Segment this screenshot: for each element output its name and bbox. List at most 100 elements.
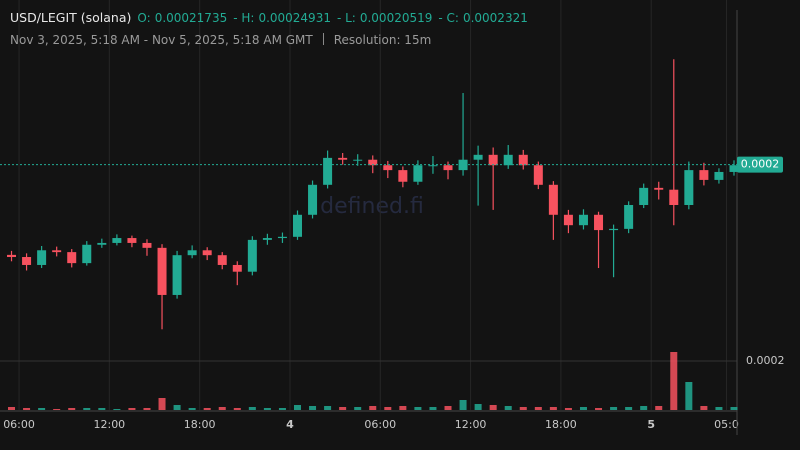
summary-label: - H: — [233, 11, 255, 25]
volume-bar — [564, 408, 572, 410]
separator — [322, 33, 324, 45]
candle-body — [217, 255, 227, 265]
candle-body — [22, 257, 32, 265]
header: USD/LEGIT (solana) O: 0.00021735- H: 0.0002… — [10, 10, 528, 25]
candle-body — [639, 187, 649, 205]
candle-body — [488, 154, 498, 166]
volume-bar — [444, 406, 452, 410]
volume-bar — [640, 406, 648, 410]
volume-bar — [83, 408, 91, 410]
candle-body — [187, 250, 197, 256]
candle-body — [413, 165, 423, 182]
resolution: Resolution: 15m — [333, 33, 432, 47]
candle-body — [729, 165, 739, 172]
volume-bar — [595, 408, 603, 410]
x-tick-label: 18:00 — [545, 418, 577, 431]
candle-body — [277, 236, 287, 239]
summary-item: - C: 0.0002321 — [438, 11, 527, 25]
candle-body — [247, 239, 257, 272]
candle-body — [67, 252, 77, 264]
candle-body — [383, 165, 393, 171]
volume-bar — [354, 407, 362, 410]
candle-body — [262, 238, 272, 240]
candle-body — [172, 255, 182, 295]
x-tick-label: 06:00 — [364, 418, 396, 431]
symbol: USD/LEGIT (solana) — [10, 10, 132, 25]
volume-bar — [730, 407, 738, 410]
candle-body — [624, 205, 634, 229]
candle-body — [112, 238, 122, 243]
watermark: defined.fi — [320, 194, 424, 219]
candle-body — [428, 165, 438, 167]
candle-body — [669, 189, 679, 205]
x-tick-label: 5 — [647, 418, 655, 431]
volume-bar — [369, 406, 377, 410]
volume-bar — [143, 408, 151, 410]
volume-bar — [233, 408, 241, 410]
candle-body — [338, 157, 348, 160]
volume-bar — [188, 408, 196, 410]
volume-bar — [610, 407, 618, 410]
candle-body — [714, 171, 724, 180]
volume-bar — [474, 404, 482, 410]
volume-bar — [685, 382, 693, 410]
x-tick-label: 12:00 — [455, 418, 487, 431]
volume-bar — [399, 406, 407, 410]
summary-label: O: — [137, 11, 151, 25]
candle-body — [142, 242, 152, 248]
summary: O: 0.00021735 - H: 0.00024931 - L: 0.00020519… — [131, 10, 527, 25]
candle-body — [503, 154, 513, 166]
candle-body — [458, 159, 468, 171]
candle-body — [127, 238, 137, 243]
candle-body — [654, 187, 664, 190]
x-tick-label: 4 — [286, 418, 294, 431]
y-tick-label: 0.0002 — [746, 354, 785, 367]
x-tick-label: 06:00 — [3, 418, 35, 431]
candle-body — [52, 250, 62, 253]
volume-bar — [98, 408, 106, 410]
volume-bar — [579, 407, 587, 410]
x-tick-label: 12:00 — [93, 418, 125, 431]
last-price-tag — [737, 156, 783, 173]
volume-bar — [534, 407, 542, 410]
summary-value: 0.0002321 — [462, 11, 528, 25]
volume-bar — [700, 406, 708, 410]
summary-item: - L: 0.00020519 — [337, 11, 432, 25]
candle-body — [368, 159, 378, 166]
volume-bar — [459, 400, 467, 410]
candle-body — [609, 228, 619, 231]
volume-bar — [113, 409, 121, 410]
volume-bar — [218, 407, 226, 410]
summary-label: - L: — [336, 11, 356, 25]
candle-body — [563, 214, 573, 226]
volume-bar — [38, 408, 46, 410]
volume-bar — [519, 407, 527, 410]
volume-bar — [309, 406, 317, 410]
volume-bar — [278, 408, 286, 410]
volume-bar — [384, 407, 392, 410]
x-tick-label: 05:0 — [714, 418, 739, 431]
candle-body — [473, 154, 483, 160]
candle-body — [353, 159, 363, 161]
volume-bar — [489, 405, 497, 410]
candle-body — [7, 254, 17, 258]
candle-body — [97, 242, 107, 245]
volume-bar — [504, 406, 512, 410]
volume-bar — [715, 407, 723, 410]
summary-item: O: 0.00021735 — [137, 11, 227, 25]
subtitle: Nov 3, 2025, 5:18 AM - Nov 5, 2025, 5:18… — [10, 33, 431, 47]
candle-body — [578, 214, 588, 226]
volume-bar — [248, 407, 256, 410]
volume-bar — [324, 406, 332, 410]
candle-body — [202, 250, 212, 256]
summary-value: 0.00024931 — [258, 11, 331, 25]
summary-item: - H: 0.00024931 — [233, 11, 331, 25]
summary-value: 0.00020519 — [359, 11, 433, 25]
volume-bar — [203, 408, 211, 410]
volume-bar — [670, 352, 678, 410]
candle-body — [323, 157, 333, 185]
candle-body — [443, 165, 453, 171]
last-price-label: 0.0002 — [741, 158, 780, 171]
candle-body — [518, 154, 528, 166]
